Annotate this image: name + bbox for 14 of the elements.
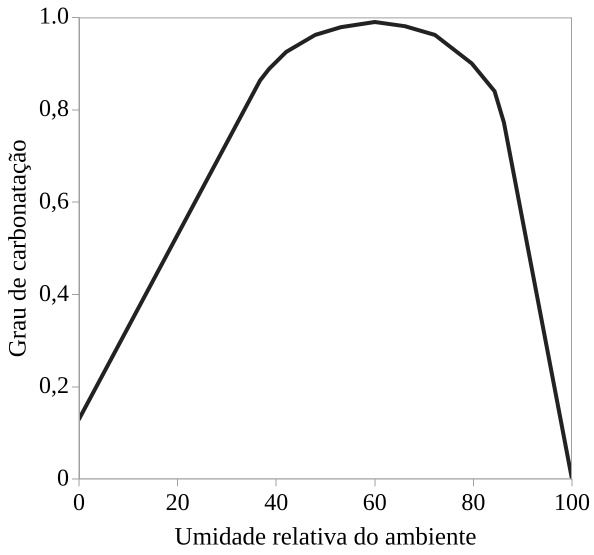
x-tick-label: 60 [362,490,387,516]
x-tick-label: 20 [166,490,190,516]
y-tick-label: 0,8 [39,96,69,122]
y-tick-label: 0,6 [39,188,69,214]
x-tick-label: 40 [264,490,288,516]
y-tick-label: 0 [57,465,69,492]
y-tick-label: 0,4 [39,280,69,307]
x-tick-label: 0 [73,490,85,516]
x-tick-label: 80 [461,490,486,516]
y-tick-label: 1.0 [39,4,69,30]
y-axis-title: Grau de carbonatação [4,139,32,358]
x-axis-title: Umidade relativa do ambiente [174,524,476,551]
x-tick-label: 100 [554,490,590,516]
y-tick-label: 0,2 [39,373,69,400]
